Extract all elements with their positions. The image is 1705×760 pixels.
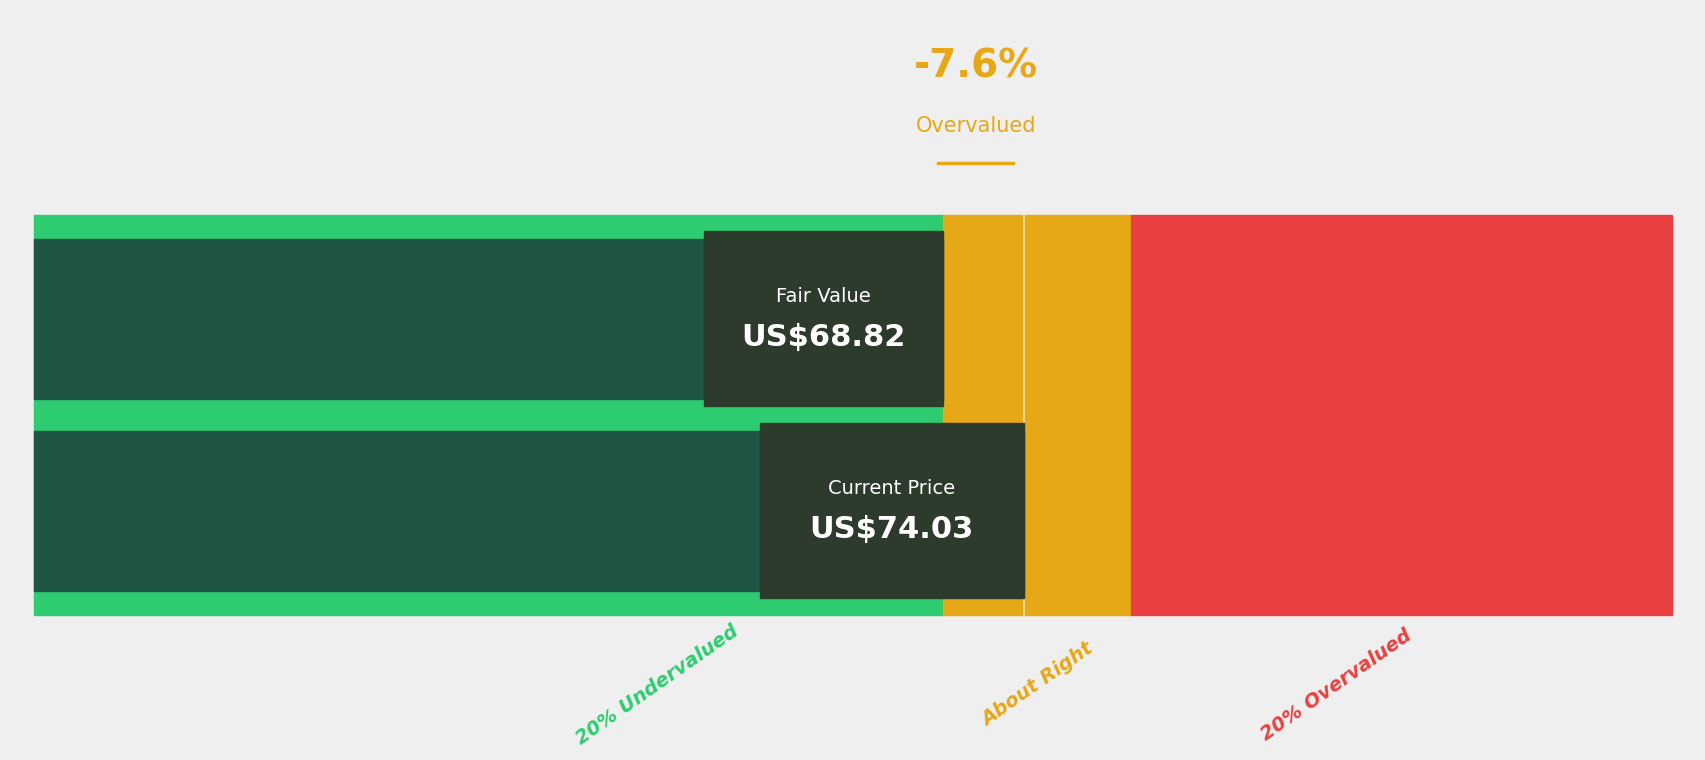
Bar: [1130, 215, 1671, 615]
Text: Overvalued: Overvalued: [916, 116, 1035, 136]
Text: 20% Overvalued: 20% Overvalued: [1257, 625, 1415, 744]
Text: US$68.82: US$68.82: [742, 323, 905, 352]
Text: -7.6%: -7.6%: [914, 48, 1037, 86]
Text: Fair Value: Fair Value: [776, 287, 871, 306]
Text: 20% Undervalued: 20% Undervalued: [571, 622, 742, 749]
Text: US$74.03: US$74.03: [810, 515, 974, 543]
Bar: [704, 231, 943, 406]
Bar: [759, 423, 1023, 598]
Bar: [34, 215, 943, 615]
Bar: [34, 431, 1023, 591]
Text: Current Price: Current Price: [829, 479, 955, 498]
Text: About Right: About Right: [977, 640, 1096, 730]
Bar: [34, 239, 943, 399]
Bar: [943, 215, 1130, 615]
